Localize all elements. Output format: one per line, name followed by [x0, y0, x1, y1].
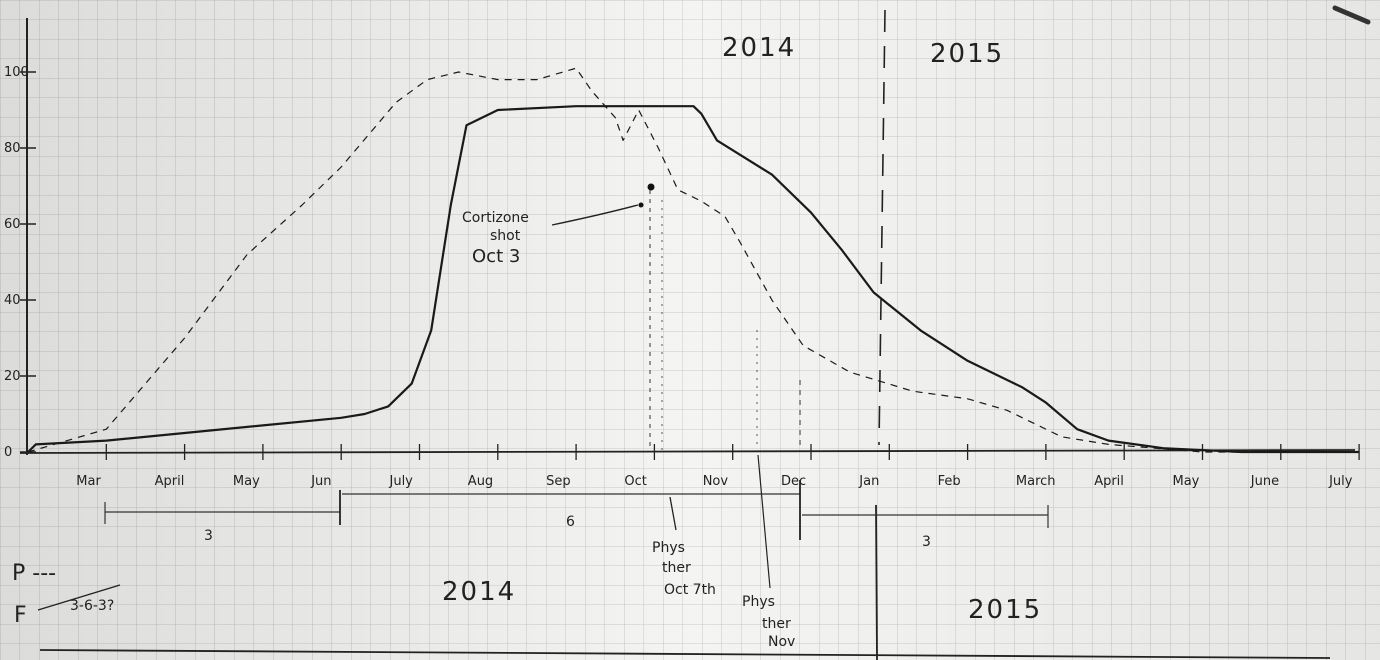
- legend-p: P ---: [12, 561, 56, 586]
- annotation-cortizone: Cortizone shot Oct 3: [462, 210, 533, 267]
- annotation-phys-oct-line3: Oct 7th: [664, 582, 716, 598]
- x-month-label: Nov: [703, 474, 729, 489]
- legend-f-bar: [37, 584, 121, 611]
- x-month-label: Aug: [468, 474, 493, 489]
- year-label-bottom-left: 2014: [442, 577, 516, 607]
- year-divider-top: [878, 9, 886, 446]
- brace-3-label: 3: [922, 534, 931, 550]
- x-month-label: May: [233, 474, 260, 489]
- y-tick-label: 40: [4, 293, 21, 308]
- x-month-label: June: [1250, 474, 1279, 489]
- x-month-label: April: [1094, 474, 1124, 489]
- annotation-arrow: [551, 204, 639, 226]
- y-tick-label: 0: [4, 445, 12, 460]
- series-line-dashed: [27, 67, 1360, 453]
- brace-2-label: 6: [566, 514, 575, 530]
- y-tick-label: 60: [4, 217, 21, 232]
- x-ticks: Mar April May Jun July Aug Sep Oct Nov Dec Jan Feb M…: [76, 444, 1360, 489]
- x-month-label: Jan: [858, 474, 879, 489]
- x-month-label: Jun: [310, 474, 331, 489]
- series-line-solid: [27, 105, 1360, 454]
- annotation-phys-oct: Phys ther Oct 7th: [652, 540, 716, 598]
- bottom-rule: [39, 649, 1331, 659]
- annotation-phys-oct-line1: Phys: [652, 540, 685, 556]
- y-ticks: 0 20 40 60 80 100: [4, 65, 36, 460]
- brace-1-label: 3: [204, 528, 213, 544]
- pen-mark: [1332, 5, 1371, 25]
- cortizone-dot: [647, 183, 655, 191]
- annotation-phys-nov: Phys ther Nov: [742, 594, 795, 650]
- x-month-label: July: [1328, 474, 1353, 489]
- x-month-label: Sep: [546, 474, 571, 489]
- annotation-pointer-oct7: [669, 496, 677, 531]
- annotation-pointer-nov: [757, 454, 771, 589]
- x-month-label: May: [1173, 474, 1200, 489]
- annotation-phys-nov-line1: Phys: [742, 594, 775, 610]
- y-tick-label: 100: [4, 65, 29, 80]
- x-month-label: Dec: [781, 474, 806, 489]
- annotation-phys-nov-line2: ther: [762, 616, 791, 632]
- year-label-top-left: 2014: [722, 33, 796, 63]
- brace-1: 3: [104, 490, 341, 544]
- annotation-phys-oct-line2: ther: [662, 560, 691, 576]
- x-month-label: April: [155, 474, 185, 489]
- x-axis: [19, 449, 1356, 454]
- x-month-label: July: [389, 474, 414, 489]
- cortizone-dot-2: [638, 202, 644, 208]
- legend-f: F: [14, 603, 27, 628]
- y-tick-label: 80: [4, 141, 21, 156]
- series-lines: [27, 67, 1360, 454]
- brace-2: 6: [342, 480, 801, 540]
- annotation-cortizone-line1: Cortizone: [462, 210, 529, 226]
- legend-f-fraction: 3-6-3?: [70, 598, 114, 614]
- annotation-cortizone-line2: shot: [490, 228, 521, 244]
- annotation-cortizone-line3: Oct 3: [472, 246, 520, 267]
- year-label-top-right: 2015: [930, 39, 1004, 69]
- brace-3: 3: [802, 505, 1049, 550]
- year-divider-bottom: [875, 504, 878, 660]
- x-month-label: Mar: [76, 474, 101, 489]
- x-month-label: March: [1016, 474, 1056, 489]
- x-month-label: Feb: [938, 474, 961, 489]
- x-month-label: Oct: [624, 474, 646, 489]
- annotation-phys-nov-line3: Nov: [768, 634, 795, 650]
- year-label-bottom-right: 2015: [968, 595, 1042, 625]
- y-tick-label: 20: [4, 369, 21, 384]
